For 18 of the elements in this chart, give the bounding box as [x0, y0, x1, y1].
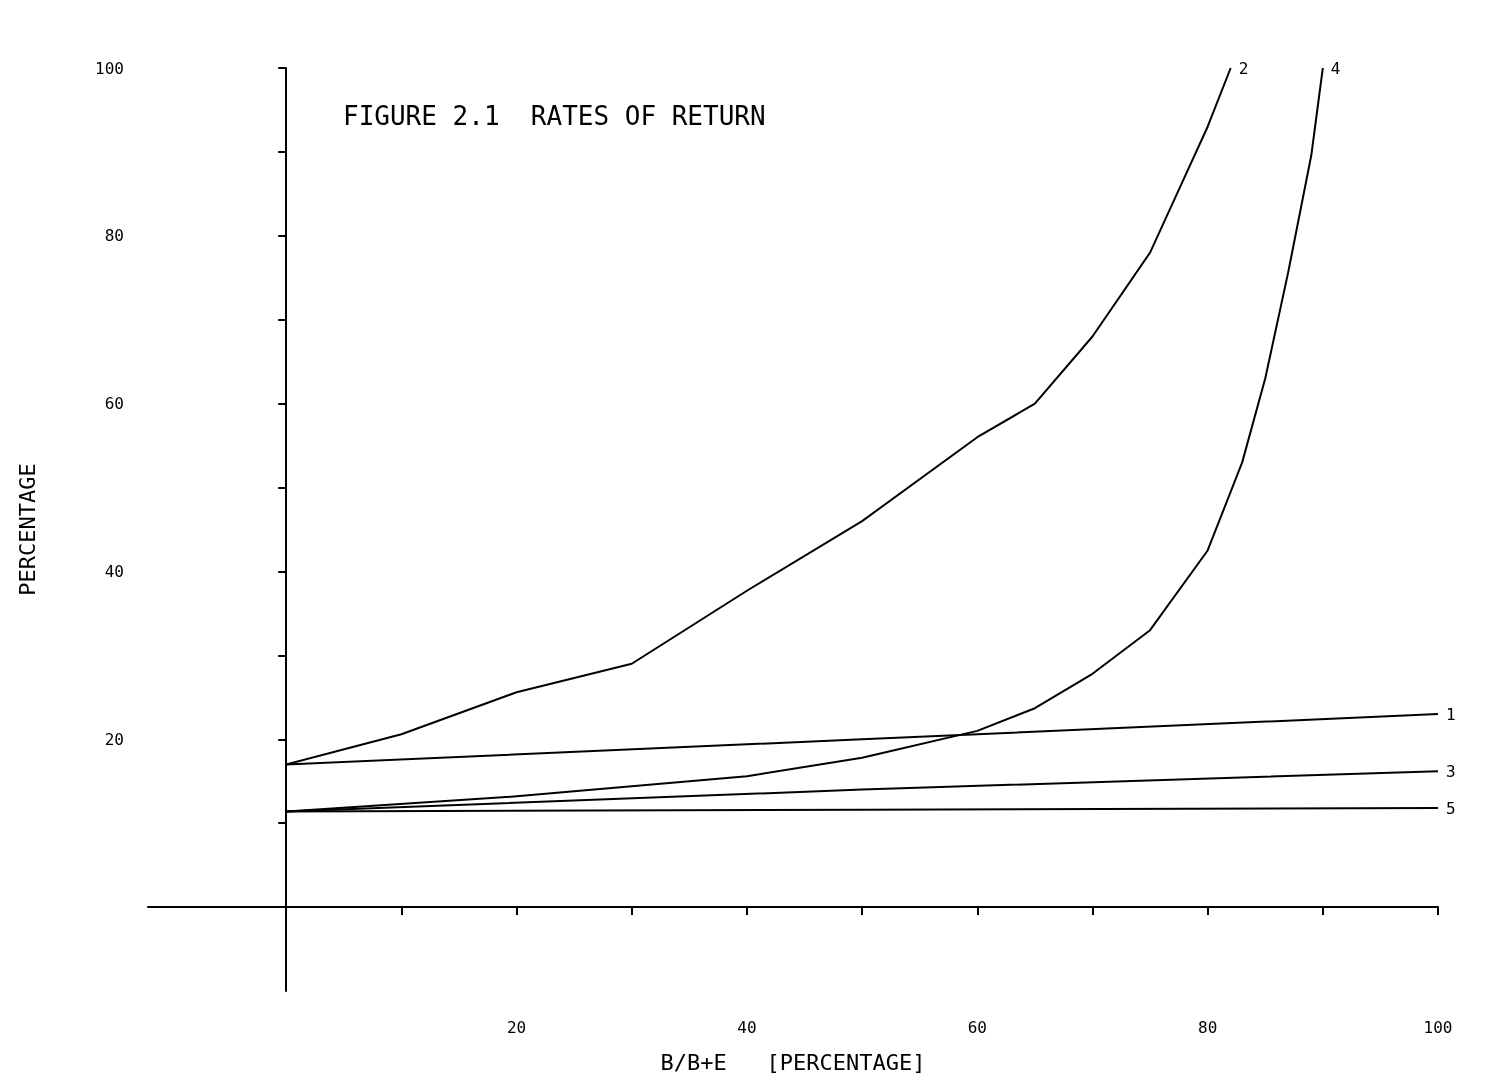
x-tick-label: 80 — [1198, 1017, 1218, 1037]
y-tick-label: 80 — [104, 226, 124, 246]
x-tick-label: 60 — [967, 1017, 987, 1037]
x-axis-title: B/B+E [PERCENTAGE] — [660, 1049, 926, 1075]
series-label: 2 — [1238, 58, 1249, 78]
series-label: 1 — [1446, 704, 1456, 724]
y-tick-label: 60 — [104, 394, 124, 414]
x-tick-label: 100 — [1423, 1017, 1453, 1037]
series-label: 4 — [1330, 58, 1341, 78]
y-tick-label: 20 — [104, 729, 124, 749]
text: FIGURE 2.1 RATES OF RETURN — [343, 101, 766, 131]
series-label: 3 — [1446, 761, 1456, 781]
x-tick-label: 20 — [506, 1017, 527, 1037]
y-axis-title: PERCENTAGE — [14, 463, 40, 596]
x-tick-label: 40 — [737, 1017, 757, 1037]
y-tick-label: 100 — [95, 58, 124, 78]
y-tick-label: 40 — [104, 561, 124, 581]
series-label: 5 — [1446, 798, 1456, 818]
